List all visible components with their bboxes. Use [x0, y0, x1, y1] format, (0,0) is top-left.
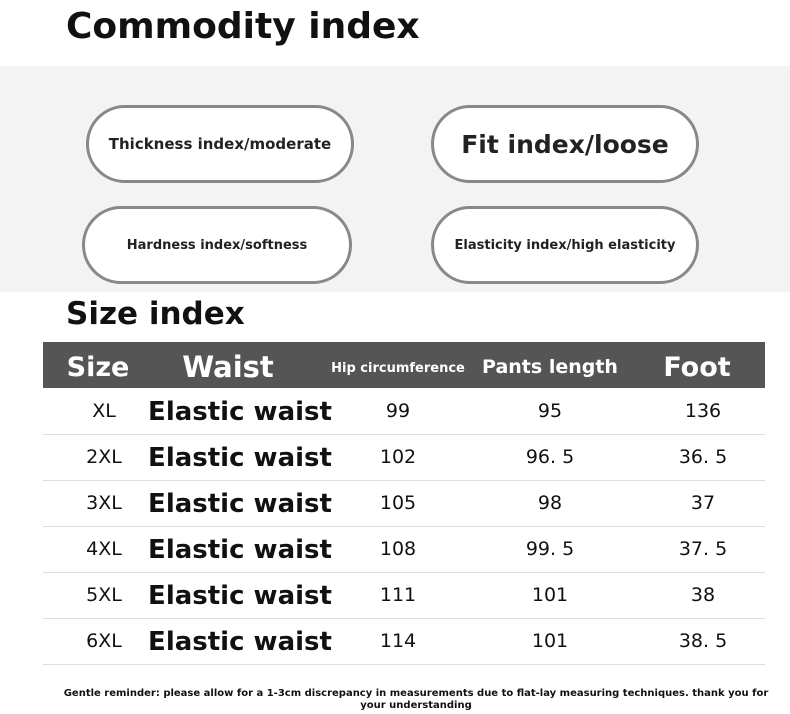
- row-divider: [43, 664, 765, 665]
- waist-cell: Elastic waist: [148, 581, 332, 611]
- section-title: Size index: [66, 296, 245, 332]
- index-pill: Elasticity index/high elasticity: [431, 206, 699, 284]
- table-cell: 38: [690, 584, 716, 606]
- table-cell: 2XL: [86, 446, 122, 468]
- column-header: Foot: [663, 352, 731, 383]
- waist-cell: Elastic waist: [148, 535, 332, 565]
- row-divider: [43, 572, 765, 573]
- table-cell: 38. 5: [678, 630, 728, 652]
- table-cell: 96. 5: [525, 446, 575, 468]
- table-cell: 101: [531, 630, 569, 652]
- table-cell: 136: [684, 400, 722, 422]
- column-header: Waist: [182, 350, 274, 384]
- row-divider: [43, 526, 765, 527]
- table-cell: 99. 5: [525, 538, 575, 560]
- table-cell: 102: [379, 446, 417, 468]
- title: Commodity index: [66, 6, 420, 47]
- reminder: Gentle reminder: please allow for a 1-3c…: [63, 688, 769, 711]
- table-cell: 105: [379, 492, 417, 514]
- index-pill: Thickness index/moderate: [86, 105, 354, 183]
- index-pill: Fit index/loose: [431, 105, 699, 183]
- table-cell: 36. 5: [678, 446, 728, 468]
- table-cell: XL: [92, 400, 116, 422]
- row-divider: [43, 618, 765, 619]
- table-cell: 101: [531, 584, 569, 606]
- index-pill: Hardness index/softness: [82, 206, 352, 284]
- waist-cell: Elastic waist: [148, 443, 332, 473]
- table-cell: 3XL: [86, 492, 122, 514]
- table-cell: 37. 5: [678, 538, 728, 560]
- column-header: Pants length: [482, 356, 618, 378]
- table-cell: 4XL: [86, 538, 122, 560]
- column-header: Size: [66, 352, 130, 383]
- table-cell: 5XL: [86, 584, 122, 606]
- table-cell: 95: [537, 400, 563, 422]
- table-cell: 98: [537, 492, 563, 514]
- waist-cell: Elastic waist: [148, 489, 332, 519]
- table-cell: 114: [379, 630, 417, 652]
- row-divider: [43, 434, 765, 435]
- waist-cell: Elastic waist: [148, 397, 332, 427]
- table-cell: 37: [690, 492, 716, 514]
- table-cell: 99: [385, 400, 411, 422]
- table-cell: 111: [379, 584, 417, 606]
- column-header: Hip circumference: [331, 361, 465, 376]
- row-divider: [43, 480, 765, 481]
- table-header: [43, 342, 765, 388]
- waist-cell: Elastic waist: [148, 627, 332, 657]
- table-cell: 6XL: [86, 630, 122, 652]
- table-cell: 108: [379, 538, 417, 560]
